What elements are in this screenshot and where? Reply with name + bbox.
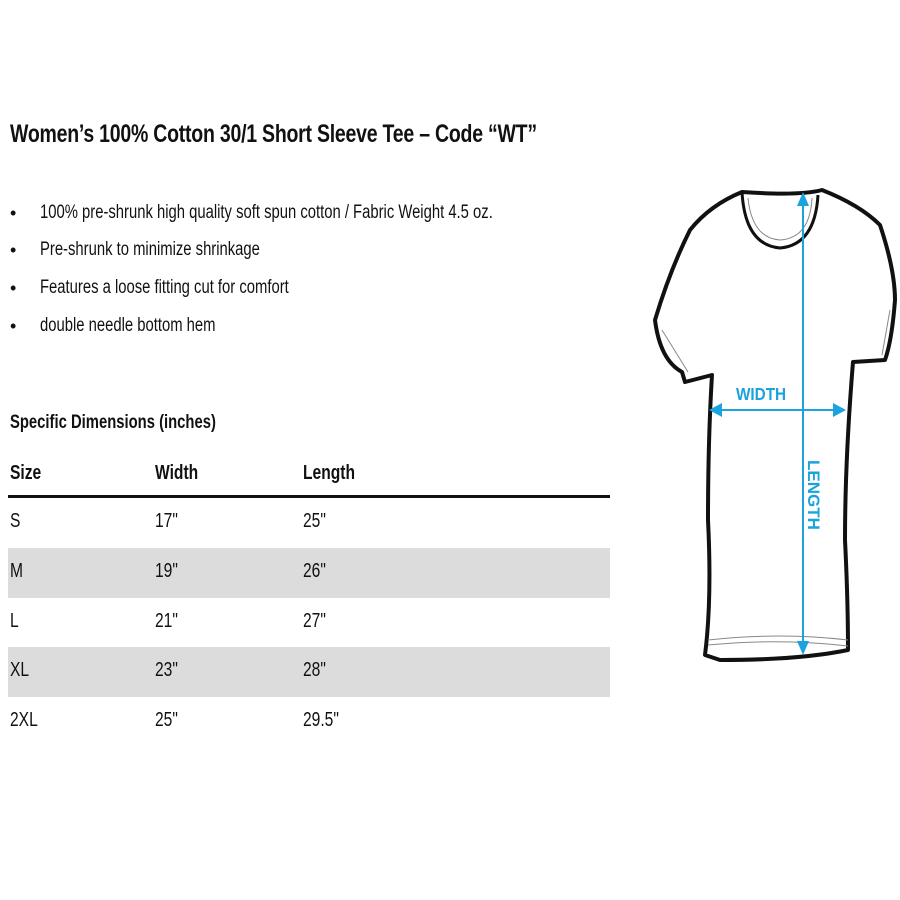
bullet: • xyxy=(10,203,17,223)
cell-length: 27" xyxy=(303,610,326,632)
table-divider xyxy=(8,495,610,498)
cell-width: 25" xyxy=(155,709,178,731)
cell-width: 19" xyxy=(155,560,178,582)
table-row: S 17" 25" xyxy=(8,498,610,548)
dimensions-heading: Specific Dimensions (inches) xyxy=(10,412,216,433)
cell-size: M xyxy=(10,560,24,582)
header-size: Size xyxy=(10,462,42,484)
cell-width: 23" xyxy=(155,659,178,681)
width-label: WIDTH xyxy=(736,384,786,404)
feature-item: Features a loose fitting cut for comfort xyxy=(40,277,289,298)
tshirt-seams xyxy=(661,197,891,647)
bullet: • xyxy=(10,316,17,336)
feature-item: double needle bottom hem xyxy=(40,315,216,336)
table-row: XL 23" 28" xyxy=(8,647,610,697)
cell-length: 28" xyxy=(303,659,326,681)
length-label: LENGTH xyxy=(804,460,823,530)
bullet: • xyxy=(10,278,17,298)
cell-size: L xyxy=(10,610,19,632)
header-width: Width xyxy=(155,462,199,484)
cell-width: 17" xyxy=(155,510,178,532)
cell-size: XL xyxy=(10,659,30,681)
table-row: M 19" 26" xyxy=(8,548,610,598)
cell-length: 25" xyxy=(303,510,326,532)
feature-item: 100% pre-shrunk high quality soft spun c… xyxy=(40,202,493,223)
feature-item: Pre-shrunk to minimize shrinkage xyxy=(40,239,260,260)
cell-size: 2XL xyxy=(10,709,38,731)
width-arrow xyxy=(709,403,846,417)
bullet: • xyxy=(10,240,17,260)
length-arrow xyxy=(797,192,809,655)
table-row: L 21" 27" xyxy=(8,598,610,648)
cell-length: 29.5" xyxy=(303,709,339,731)
cell-length: 26" xyxy=(303,560,326,582)
product-title: Women’s 100% Cotton 30/1 Short Sleeve Te… xyxy=(10,120,537,148)
cell-size: S xyxy=(10,510,21,532)
cell-width: 21" xyxy=(155,610,178,632)
tshirt-outline xyxy=(653,188,897,662)
table-row: 2XL 25" 29.5" xyxy=(8,697,610,747)
header-length: Length xyxy=(303,462,355,484)
